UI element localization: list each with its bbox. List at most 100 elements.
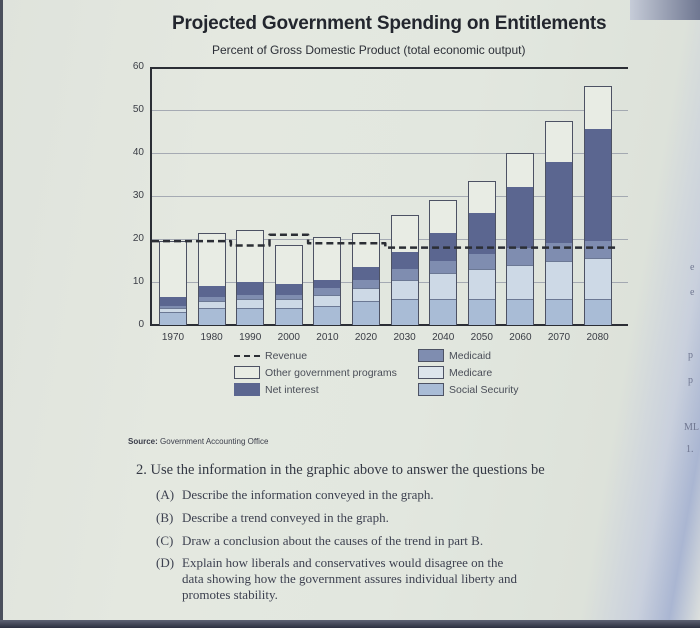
bar-segment-medicaid xyxy=(429,260,458,274)
x-tick-label: 2010 xyxy=(316,332,339,343)
bar-segment-net-interest xyxy=(236,282,265,295)
question-part-d-line3: promotes stability. xyxy=(182,587,278,602)
legend-item-social-security: Social Security xyxy=(418,383,518,396)
stacked-bar xyxy=(352,232,380,325)
bar-segment-medicare xyxy=(545,260,573,300)
bar-segment-social-security xyxy=(352,301,380,325)
y-tick-label: 40 xyxy=(132,147,144,158)
gridline xyxy=(152,153,628,154)
legend-item-other: Other government programs xyxy=(234,366,397,379)
gridline xyxy=(152,196,628,197)
source-label: Source: xyxy=(128,437,158,446)
page-edge-top xyxy=(630,0,700,20)
bar-segment-net-interest xyxy=(313,279,342,289)
stacked-bar xyxy=(390,215,419,325)
source-text: Government Accounting Office xyxy=(160,437,269,446)
x-tick-label: 2030 xyxy=(393,332,416,343)
stacked-bar xyxy=(429,200,458,325)
dashed-line-icon xyxy=(234,349,260,362)
x-tick-label: 2080 xyxy=(586,332,609,343)
x-tick-label: 1980 xyxy=(200,332,223,343)
question-part-d: (D) Explain how liberals and conservative… xyxy=(156,555,504,570)
source-note: Source: Government Accounting Office xyxy=(128,437,268,446)
bar-segment-medicaid xyxy=(506,247,535,265)
question-part-c: (C) Draw a conclusion about the causes of… xyxy=(156,533,484,548)
bar-segment-medicaid xyxy=(274,294,303,300)
revenue-line xyxy=(152,233,617,249)
question-prompt: 2. Use the information in the graphic ab… xyxy=(136,462,545,478)
bar-segment-medicaid xyxy=(197,297,226,302)
bar-segment-medicare xyxy=(583,258,612,300)
bar-segment-net-interest xyxy=(545,161,573,244)
legend-item-medicare: Medicare xyxy=(418,366,492,379)
bar-segment-net-interest xyxy=(390,251,419,270)
legend-label: Medicaid xyxy=(449,349,492,362)
swatch-icon xyxy=(418,349,444,362)
bar-segment-net-interest xyxy=(506,187,535,248)
gridline xyxy=(152,239,628,240)
right-page-fragment: e xyxy=(690,287,695,298)
y-tick-label: 50 xyxy=(132,104,144,115)
x-tick-label: 2060 xyxy=(509,332,532,343)
swatch-icon xyxy=(418,366,444,379)
chart-subtitle: Percent of Gross Domestic Product (total… xyxy=(212,43,526,57)
question-part-d-line2: data showing how the government assures … xyxy=(182,571,518,586)
y-tick-label: 10 xyxy=(132,276,144,287)
question-part-b: (B) Describe a trend conveyed in the grap… xyxy=(156,510,389,525)
right-page-fragment: ML xyxy=(684,422,699,433)
bar-segment-social-security xyxy=(390,299,419,325)
bar-segment-medicaid xyxy=(390,269,419,280)
bar-segment-social-security xyxy=(236,307,265,325)
bar-segment-net-interest xyxy=(583,129,612,242)
x-tick-label: 2000 xyxy=(277,332,300,343)
chart-title: Projected Government Spending on Entitle… xyxy=(172,13,607,34)
legend-label: Revenue xyxy=(265,349,308,362)
right-page-fragment: e xyxy=(690,262,695,273)
bar-segment-net-interest xyxy=(274,284,303,295)
bar-segment-social-security xyxy=(274,307,303,325)
bar-segment-medicare xyxy=(313,294,342,306)
bar-segment-social-security xyxy=(197,307,226,325)
legend-item-medicaid: Medicaid xyxy=(418,349,491,362)
x-axis xyxy=(150,324,628,326)
y-tick-label: 0 xyxy=(138,319,144,330)
bar-segment-medicaid xyxy=(352,279,380,289)
chart-legend: Revenue Other government programs Net in… xyxy=(234,349,564,409)
y-tick-label: 60 xyxy=(132,61,144,72)
legend-label: Net interest xyxy=(265,383,319,396)
x-tick-label: 2050 xyxy=(470,332,493,343)
bar-segment-social-security xyxy=(313,305,342,325)
legend-label: Medicare xyxy=(449,366,493,379)
bar-segment-medicare xyxy=(352,288,380,302)
x-tick-label: 2020 xyxy=(354,332,378,343)
question-part-a: (A) Describe the information conveyed in … xyxy=(156,487,434,502)
bar-segment-medicaid xyxy=(313,288,342,295)
right-page-fragment: p xyxy=(688,375,693,386)
bar-segment-net-interest xyxy=(197,286,226,298)
bar-segment-medicare xyxy=(274,299,303,308)
bar-segment-social-security xyxy=(545,299,573,325)
x-tick-label: 1970 xyxy=(161,332,185,343)
gridline xyxy=(152,282,628,283)
y-tick-label: 20 xyxy=(132,233,144,244)
page-edge-bottom xyxy=(0,620,700,628)
bar-segment-medicare xyxy=(159,307,187,313)
gridline xyxy=(152,110,628,111)
bar-segment-medicaid xyxy=(236,294,265,300)
right-page-fragment: 1. xyxy=(686,444,694,455)
swatch-icon xyxy=(234,383,260,396)
right-page-fragment: p xyxy=(688,350,693,361)
bar-segment-medicare xyxy=(236,299,265,308)
bar-segment-medicaid xyxy=(159,305,187,308)
legend-item-net-interest: Net interest xyxy=(234,383,319,396)
y-tick-label: 30 xyxy=(132,190,144,201)
x-tick-label: 2070 xyxy=(547,332,571,343)
bar-segment-social-security xyxy=(583,299,612,325)
legend-label: Other government programs xyxy=(265,366,397,379)
bar-segment-social-security xyxy=(467,299,496,325)
bar-segment-medicare xyxy=(429,273,458,300)
bar-segment-medicare xyxy=(197,301,226,308)
bar-segment-medicare xyxy=(390,279,419,300)
bar-segment-social-security xyxy=(506,299,535,325)
bar-segment-net-interest xyxy=(352,266,380,280)
